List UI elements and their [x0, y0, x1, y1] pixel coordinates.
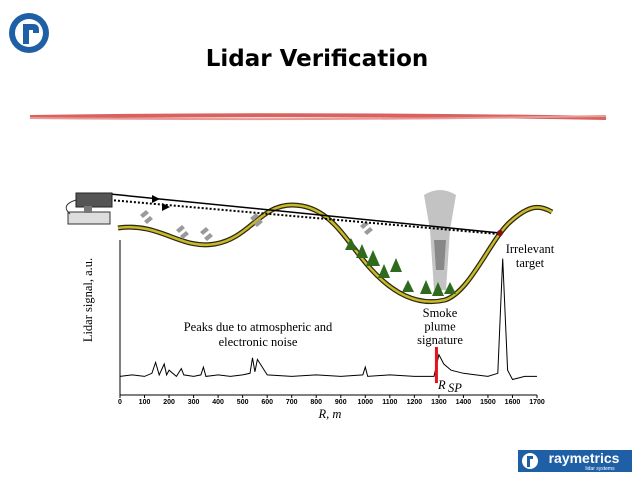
- x-tick-label: 300: [188, 399, 200, 406]
- x-tick-label: 100: [139, 399, 151, 406]
- x-tick-label: 1300: [431, 399, 447, 406]
- annotation: signature: [417, 333, 463, 347]
- logo-tagline: lidar systems: [585, 466, 615, 472]
- x-tick-label: 700: [286, 399, 298, 406]
- annotation: electronic noise: [219, 335, 298, 349]
- annotation: Peaks due to atmospheric and: [184, 320, 333, 334]
- x-tick-label: 1200: [407, 399, 423, 406]
- x-tick-label: 600: [261, 399, 273, 406]
- logo-name: raymetrics: [549, 450, 620, 466]
- y-axis-label: Lidar signal, a.u.: [81, 258, 95, 342]
- landscape: [65, 190, 554, 305]
- signal-plot: 0 100 200 300 400 500 600 700 800 900 1000 1100 1200…: [81, 240, 555, 421]
- x-axis-label: R, m: [318, 407, 342, 421]
- x-tick-label: 1700: [529, 399, 545, 406]
- x-tick-label: 1400: [456, 399, 472, 406]
- annotation: target: [516, 256, 545, 270]
- x-tick-label: 1100: [382, 399, 397, 406]
- x-tick-label: 1000: [358, 399, 374, 406]
- x-tick-label: 1500: [480, 399, 496, 406]
- signal-line: [119, 258, 537, 381]
- marker-label: R: [437, 378, 446, 392]
- annotation: Irrelevant: [506, 242, 555, 256]
- x-tick-label: 1600: [505, 399, 521, 406]
- marker-label-sub: SP: [448, 381, 462, 395]
- smoke-marker: [434, 347, 438, 383]
- x-tick-label: 400: [212, 399, 224, 406]
- annotation: Smoke: [423, 306, 458, 320]
- x-tick-label: 800: [310, 399, 322, 406]
- x-tick-label: 500: [237, 399, 249, 406]
- x-tick-label: 900: [335, 399, 347, 406]
- company-logo: raymetrics lidar systems: [518, 450, 632, 472]
- divider-shade: [29, 115, 607, 121]
- x-tick-label: 0: [118, 399, 122, 406]
- slide-title: Lidar Verification: [206, 46, 429, 72]
- annotation: plume: [424, 320, 456, 334]
- corner-logo: [9, 13, 49, 53]
- x-tick-label: 200: [163, 399, 175, 406]
